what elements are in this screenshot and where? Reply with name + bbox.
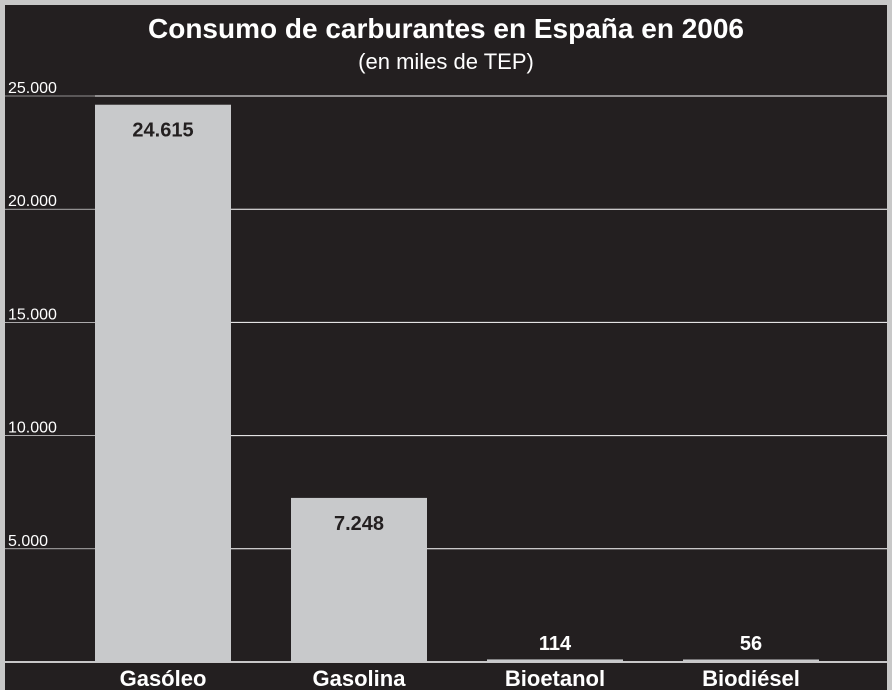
data-label: 114 <box>539 633 572 655</box>
bar <box>487 659 623 662</box>
x-category-label: Gasóleo <box>120 666 207 690</box>
data-label: 7.248 <box>334 513 384 535</box>
bar <box>95 104 231 662</box>
x-category-label: Bioetanol <box>505 666 605 690</box>
bar <box>683 659 819 661</box>
y-tick-label: 10.000 <box>8 420 57 437</box>
chart-subtitle: (en miles de TEP) <box>358 49 534 74</box>
y-tick-label: 15.000 <box>8 306 57 323</box>
data-label: 56 <box>740 633 762 655</box>
bar <box>291 497 427 662</box>
x-category-label: Biodiésel <box>702 666 800 690</box>
y-tick-label: 5.000 <box>8 533 48 550</box>
y-tick-label: 25.000 <box>8 80 57 97</box>
chart-title: Consumo de carburantes en España en 2006 <box>148 13 744 44</box>
data-label: 24.615 <box>132 120 193 142</box>
x-category-label: Gasolina <box>313 666 407 690</box>
y-tick-label: 20.000 <box>8 193 57 210</box>
